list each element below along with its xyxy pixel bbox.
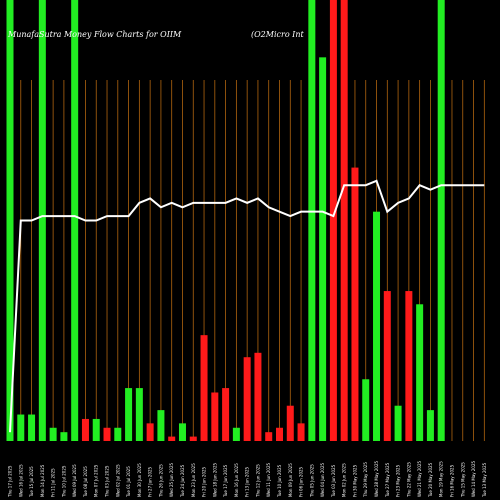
money-flow-bar [232,427,240,441]
money-flow-bar [319,57,327,442]
x-tick-label: Mon 07 Jul 2025 [94,464,99,497]
x-tick-label: Wed 16 Jul 2025 [18,464,23,497]
x-tick-label: Mon 19 May 2025 [439,461,444,497]
x-tick-label: Mon 16 Jun 2025 [234,463,239,497]
money-flow-bar [189,436,197,441]
x-tick-label: Tue 20 May 2025 [428,462,433,498]
x-tick-label: Wed 25 Jun 2025 [169,462,174,497]
chart-title: MunafaSutra Money Flow Charts for OIIM [7,30,182,39]
x-tick-label: Wed 21 May 2025 [417,460,422,497]
x-tick-label: Fri 06 Jun 2025 [299,466,304,497]
x-tick-label: Wed 11 Jun 2025 [266,462,271,497]
money-flow-bar [168,436,176,441]
x-tick-label: Fri 27 Jun 2025 [148,466,153,497]
money-flow-bar [362,379,370,441]
x-tick-label: Thu 26 Jun 2025 [158,464,163,498]
money-flow-bar [297,423,305,441]
money-flow-line [9,179,485,433]
x-tick-label: Thu 12 Jun 2025 [255,464,260,498]
x-tick-label: Wed 04 Jun 2025 [320,462,325,497]
x-tick-label: Wed 14 May 2025 [471,460,476,497]
money-flow-bar [265,432,273,441]
x-tick-label: Tue 13 May 2025 [482,462,487,498]
x-tick-label: Mon 02 Jun 2025 [342,463,347,497]
money-flow-bar [49,427,57,441]
x-tick-label: Thu 22 May 2025 [406,462,411,498]
x-tick-label: Thu 15 May 2025 [460,462,465,498]
money-flow-bar [373,211,381,441]
money-flow-bars [6,0,445,442]
x-tick-label: Tue 15 Jul 2025 [29,466,34,498]
money-flow-bar [329,0,337,441]
x-tick-label: Tue 03 Jun 2025 [331,464,336,498]
x-tick-label: Mon 23 Jun 2025 [191,463,196,497]
x-tick-label: Fri 16 May 2025 [449,464,454,497]
money-flow-bar [60,432,68,441]
x-tick-label: Thu 05 Jun 2025 [309,464,314,498]
money-flow-bar [38,0,46,441]
money-flow-bar [308,0,316,441]
money-flow-bar [157,410,165,441]
x-tick-label: Fri 23 May 2025 [396,464,401,497]
x-tick-label: Mon 09 Jun 2025 [288,463,293,497]
money-flow-bar [254,352,262,441]
x-tick-label: Fri 30 May 2025 [352,464,357,497]
x-tick-label: Wed 02 Jul 2025 [115,464,120,497]
x-tick-label: Tue 27 May 2025 [385,462,390,498]
money-flow-bar [92,418,100,441]
x-tick-label: Fri 20 Jun 2025 [202,466,207,497]
x-tick-label: Thu 17 Jul 2025 [8,465,13,498]
chart-subtitle: (O2Micro Int [251,30,304,39]
x-tick-label: Fri 13 Jun 2025 [245,466,250,497]
money-flow-bar [351,167,359,441]
money-flow-bar [394,405,402,441]
money-flow-bar [405,291,413,441]
money-flow-bar [71,0,79,441]
money-flow-bar [200,335,208,441]
x-tick-label: Tue 17 Jun 2025 [223,464,228,498]
x-tick-label: Wed 28 May 2025 [374,460,379,497]
money-flow-bar [286,405,294,441]
money-flow-bar [81,418,89,441]
money-flow-bar [146,423,154,441]
x-tick-label: Fri 11 Jul 2025 [51,468,56,497]
x-tick-label: Thu 29 May 2025 [363,462,368,498]
x-tick-label: Tue 08 Jul 2025 [83,466,88,498]
money-flow-bar [276,427,283,441]
money-flow-bar [17,414,25,441]
money-flow-bar [135,388,143,441]
x-tick-labels: Thu 17 Jul 2025 Wed 16 Jul 2025 Tue 15 Jul… [8,460,487,498]
x-tick-label: Thu 03 Jul 2025 [105,465,110,498]
x-tick-label: Tue 24 Jun 2025 [180,464,185,498]
x-tick-label: Mon 14 Jul 2025 [40,464,45,497]
x-tick-label: Wed 18 Jun 2025 [212,462,217,497]
money-flow-bar [6,0,14,441]
money-flow-bar [426,410,434,441]
x-tick-label: Thu 10 Jul 2025 [61,465,66,498]
money-flow-bar [340,0,348,441]
money-flow-bar [437,0,445,441]
money-flow-bar [125,388,133,441]
money-flow-bar [383,291,391,441]
money-flow-bar [222,388,230,441]
x-tick-label: Wed 09 Jul 2025 [72,464,77,497]
money-flow-bar [178,423,186,441]
x-tick-label: Mon 30 Jun 2025 [137,463,142,497]
x-tick-label: Tue 01 Jul 2025 [126,466,131,498]
money-flow-line-path [9,179,485,433]
money-flow-bar [211,392,219,441]
money-flow-bar [28,414,36,441]
x-tick-label: Tue 10 Jun 2025 [277,464,282,498]
money-flow-bar [114,427,122,441]
money-flow-bar [416,304,424,441]
money-flow-bar [103,427,111,441]
money-flow-bar [243,357,251,441]
